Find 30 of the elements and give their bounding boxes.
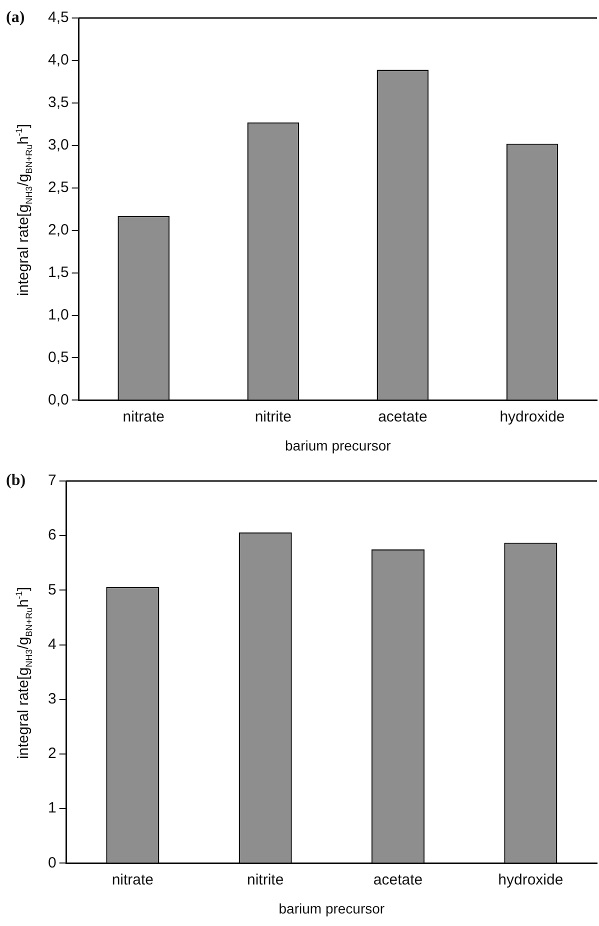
x-tick-label: acetate <box>378 408 428 426</box>
x-axis-title: barium precursor <box>278 900 385 916</box>
x-tick-label: hydroxide <box>498 871 564 888</box>
x-tick-label: nitrate <box>122 408 164 426</box>
y-tick-label: 6 <box>48 526 56 544</box>
y-tick-label: 0 <box>48 854 56 872</box>
x-tick-label: hydroxide <box>500 408 565 426</box>
y-tick-label: 1 <box>48 800 56 817</box>
y-tick-label: 3,5 <box>48 94 69 112</box>
x-tick-label: nitrite <box>254 408 292 426</box>
y-tick-label: 0,5 <box>48 348 69 366</box>
y-tick-label: 1,5 <box>48 264 69 281</box>
x-tick-label: acetate <box>373 871 423 888</box>
x-tick-label: nitrate <box>112 871 154 888</box>
chart-title: (a) <box>6 9 25 26</box>
x-axis-title: barium precursor <box>285 437 392 454</box>
y-tick-label: 2,5 <box>48 179 69 196</box>
y-tick-label: 3 <box>48 690 56 708</box>
y-tick-label: 5 <box>48 581 56 598</box>
x-tick-label: nitrite <box>246 871 284 888</box>
chart-title: (b) <box>6 472 26 490</box>
y-tick-label: 4,0 <box>48 52 69 69</box>
y-tick-label: 2,0 <box>48 221 69 238</box>
y-tick-label: 1,0 <box>48 306 69 324</box>
y-tick-label: 3,0 <box>48 136 69 154</box>
y-tick-label: 2 <box>48 745 56 762</box>
y-tick-label: 4 <box>48 636 56 653</box>
y-tick-label: 4,5 <box>48 9 69 26</box>
y-tick-label: 0,0 <box>48 391 69 408</box>
y-tick-label: 7 <box>48 472 56 490</box>
